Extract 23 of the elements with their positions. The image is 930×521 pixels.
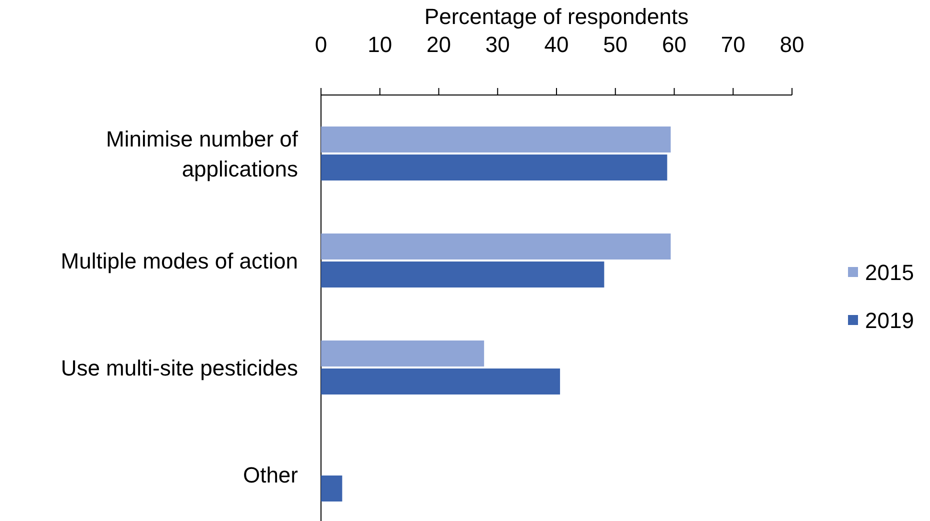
bar <box>321 340 484 366</box>
bar <box>321 154 668 180</box>
legend-label: 2015 <box>865 260 914 285</box>
bar <box>321 126 671 152</box>
y-tick-label: Minimise number of applications <box>106 126 299 182</box>
x-tick-label: 0 <box>314 32 328 57</box>
bar <box>321 262 604 288</box>
x-tick-label: 70 <box>720 32 746 57</box>
y-tick-label: Use multi-site pesticides <box>60 356 298 380</box>
y-tick-label: Other <box>242 462 298 488</box>
x-tick-label: 60 <box>662 32 686 57</box>
y-tick-label: Multiple modes of action <box>60 248 298 274</box>
x-axis-title: Percentage of respondents <box>424 4 689 29</box>
x-tick-label: 40 <box>544 32 569 57</box>
bar <box>321 476 342 502</box>
bar <box>321 234 671 260</box>
x-tick-label: 50 <box>603 32 628 57</box>
x-tick-label: 80 <box>780 32 804 57</box>
bar <box>321 368 560 394</box>
legend-label: 2019 <box>865 308 914 333</box>
x-tick-label: 30 <box>485 32 510 57</box>
x-tick-label: 10 <box>368 32 392 57</box>
x-tick-label: 20 <box>426 32 451 57</box>
